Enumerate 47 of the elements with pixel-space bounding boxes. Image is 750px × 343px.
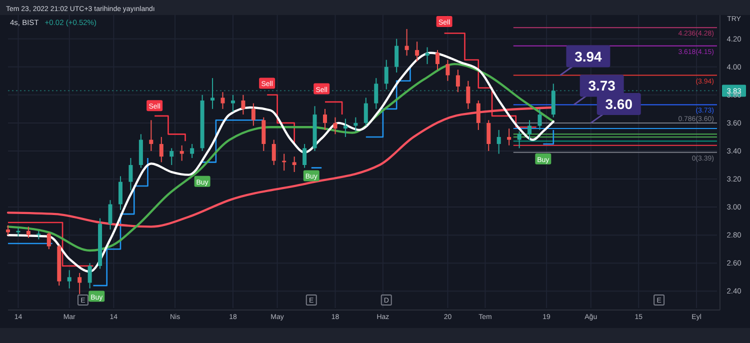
candlestick <box>496 129 501 154</box>
candlestick <box>118 176 122 210</box>
candlestick <box>364 97 368 126</box>
candlestick <box>88 262 92 289</box>
candlestick <box>251 102 256 126</box>
candlestick <box>446 59 450 82</box>
candlestick <box>210 78 215 110</box>
candlestick <box>476 100 480 130</box>
candlestick <box>262 116 266 152</box>
candlestick <box>159 136 164 163</box>
candlestick <box>404 28 409 56</box>
candlestick <box>180 144 184 162</box>
candlestick <box>384 59 388 90</box>
candlestick <box>466 80 470 110</box>
candlestick <box>108 200 112 230</box>
candlestick <box>220 92 225 110</box>
candlestick <box>292 156 296 173</box>
candlestick <box>67 270 72 289</box>
candlestick <box>374 78 378 110</box>
candlestick <box>323 108 328 130</box>
candlestick <box>507 128 512 146</box>
candlestick <box>241 94 246 116</box>
candlestick <box>46 232 51 250</box>
annotation: 3.94 <box>574 48 602 64</box>
candlestick <box>354 116 358 132</box>
annotation: 3.60 <box>605 96 633 112</box>
annotation: 3.73 <box>588 78 616 94</box>
candlestick <box>78 272 82 294</box>
candlestick <box>149 120 154 152</box>
candlestick <box>435 50 440 70</box>
candlestick <box>394 38 399 73</box>
candlestick <box>170 148 174 166</box>
candlestick <box>517 130 522 149</box>
candlestick <box>528 120 532 140</box>
candlestick <box>551 83 556 118</box>
candlestick <box>486 120 491 152</box>
candlestick <box>272 139 276 166</box>
candlestick <box>538 108 542 130</box>
candlestick <box>128 157 133 191</box>
candlestick <box>415 41 420 62</box>
candlestick <box>190 143 194 158</box>
candlestick <box>302 143 307 168</box>
candlestick <box>333 116 338 135</box>
candlestick <box>6 224 10 236</box>
candlestick <box>230 94 235 112</box>
candlestick <box>26 226 30 238</box>
candlestick <box>456 69 460 93</box>
